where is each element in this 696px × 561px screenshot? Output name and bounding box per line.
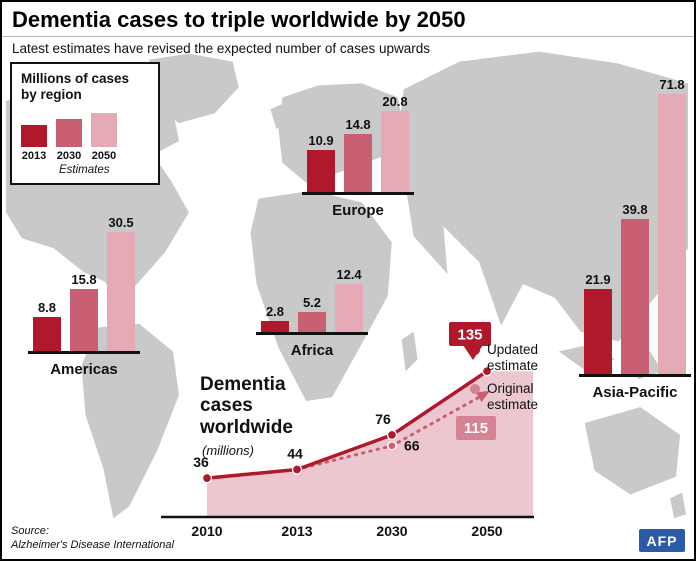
map-new-zealand — [670, 492, 687, 519]
legend-year-2013: 2013 — [21, 149, 47, 162]
original-estimate-dot-icon — [470, 384, 480, 394]
subtitle: Latest estimates have revised the expect… — [12, 41, 430, 56]
legend-bar-2013 — [21, 124, 47, 147]
bar-value-label: 14.8 — [345, 117, 371, 133]
bar-value-label: 71.8 — [659, 76, 685, 92]
legend-year-2030: 2030 — [56, 149, 82, 162]
bar-2013 — [33, 316, 61, 351]
map-south-america — [81, 323, 179, 519]
legend-title: Millions of cases by region — [21, 71, 149, 103]
region-bar-group-americas: 8.8 15.8 30.5 — [28, 215, 140, 354]
bar-value-label: 5.2 — [302, 294, 322, 310]
legend-bar-swatches — [21, 111, 149, 147]
legend-title-line1: Millions of cases — [21, 71, 130, 86]
region-label-europe: Europe — [332, 202, 384, 219]
bar-value-label: 30.5 — [108, 215, 134, 231]
bar-2030 — [344, 134, 372, 192]
bar-cell: 14.8 — [344, 117, 372, 192]
legend-box: Millions of cases by region 2013 2030 20… — [10, 62, 160, 185]
bar-cell: 39.8 — [621, 202, 649, 374]
bar-value-label: 15.8 — [71, 272, 97, 288]
source-name: Alzheimer's Disease International — [11, 539, 174, 552]
bar-2030 — [70, 289, 98, 351]
bar-cell: 12.4 — [335, 267, 363, 332]
region-bar-group-africa: 2.8 5.2 12.4 — [256, 266, 368, 335]
headline-divider — [2, 36, 694, 37]
updated-estimate-dot-icon — [470, 345, 480, 355]
region-label-africa: Africa — [290, 342, 334, 359]
bar-2030 — [298, 311, 326, 332]
map-asia — [397, 51, 689, 342]
bar-value-label: 2.8 — [265, 304, 285, 320]
bar-2050 — [335, 283, 363, 332]
original-estimate-label: Original estimate — [487, 381, 539, 412]
updated-estimate-label: Updated estimate — [487, 342, 539, 373]
afp-logo: AFP — [639, 529, 685, 552]
bar-2050 — [381, 110, 409, 192]
line-chart-title: Dementia cases worldwide — [200, 374, 293, 438]
legend-original-estimate: Original estimate — [470, 381, 549, 412]
legend-bar-2030 — [56, 118, 82, 147]
bar-cell: 71.8 — [658, 77, 686, 374]
bar-value-label: 20.8 — [382, 93, 408, 109]
bar-cell: 2.8 — [261, 304, 289, 332]
bar-2050 — [658, 93, 686, 374]
region-bar-group-asia-pacific: 21.9 39.8 71.8 — [579, 76, 691, 377]
bar-cell: 21.9 — [584, 272, 612, 374]
bar-cell: 10.9 — [307, 132, 335, 192]
bar-value-label: 12.4 — [336, 266, 362, 282]
bar-cell: 5.2 — [298, 295, 326, 332]
bar-2013 — [307, 149, 335, 192]
region-bar-group-europe: 10.9 14.8 20.8 — [302, 93, 414, 195]
source-attribution: Source: Alzheimer's Disease Internationa… — [11, 524, 174, 553]
bar-2030 — [621, 218, 649, 374]
bar-value-label: 39.8 — [622, 201, 648, 217]
bar-value-label: 8.8 — [37, 299, 57, 315]
bar-value-label: 10.9 — [308, 132, 334, 148]
map-greenland — [149, 53, 239, 124]
source-label: Source: — [11, 525, 49, 537]
bar-cell: 20.8 — [381, 94, 409, 192]
bar-2013 — [584, 288, 612, 374]
bar-cell: 30.5 — [107, 215, 135, 351]
legend-estimates-label: Estimates — [59, 163, 110, 176]
bar-value-label: 21.9 — [585, 271, 611, 287]
legend-year-labels: 2013 2030 2050 — [21, 150, 149, 162]
map-madagascar — [401, 331, 418, 372]
bar-2013 — [261, 321, 289, 332]
map-australia — [584, 407, 681, 495]
legend-updated-estimate: Updated estimate — [470, 342, 549, 373]
map-africa — [250, 190, 392, 402]
legend-title-line2: by region — [21, 86, 82, 102]
headline: Dementia cases to triple worldwide by 20… — [12, 7, 466, 32]
bar-2050 — [107, 232, 135, 351]
legend-bar-2050 — [91, 112, 117, 147]
legend-year-2050: 2050 — [91, 149, 117, 162]
line-chart-unit: (millions) — [202, 443, 254, 458]
bar-cell: 8.8 — [33, 300, 61, 351]
bar-cell: 15.8 — [70, 272, 98, 351]
region-label-americas: Americas — [50, 361, 118, 378]
region-label-asia-pacific: Asia-Pacific — [592, 384, 678, 401]
